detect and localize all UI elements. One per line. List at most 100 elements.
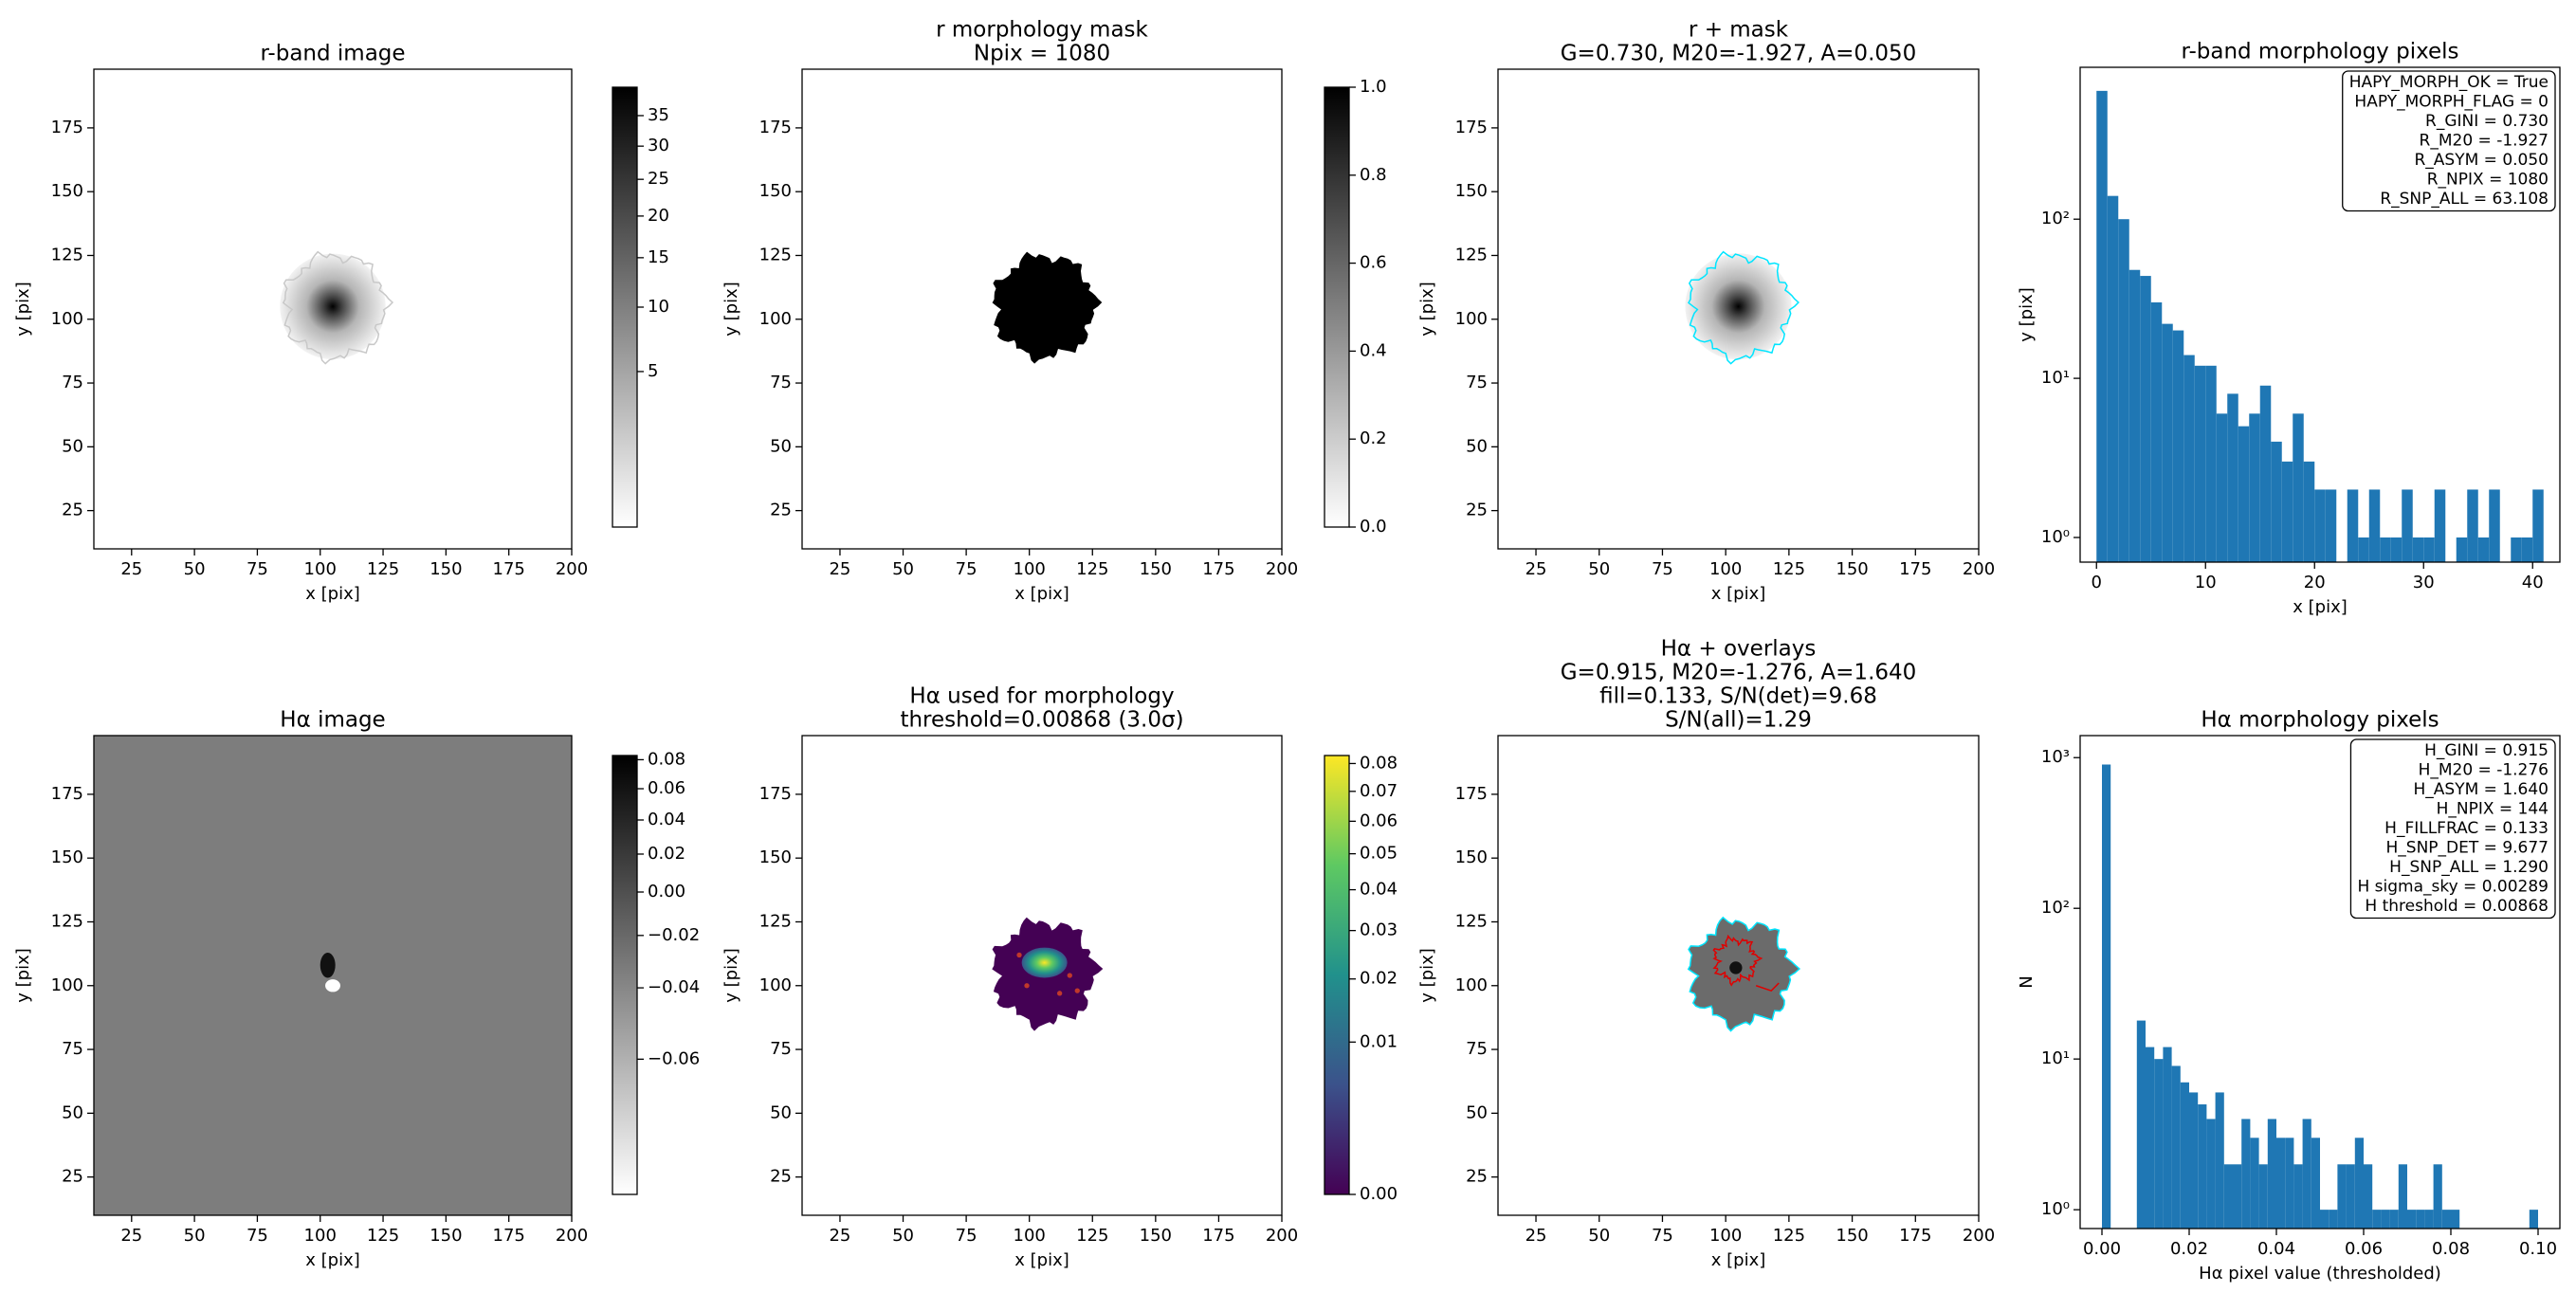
histogram-bar: [2303, 461, 2315, 562]
axes-frame: [801, 68, 1283, 550]
x-tick-label: 50: [892, 1226, 914, 1246]
x-axis-label: x [pix]: [2293, 597, 2348, 617]
y-tick-label: 50: [770, 436, 792, 456]
x-axis-label: x [pix]: [1014, 584, 1069, 604]
annotation-line: HAPY_MORPH_OK = True: [2349, 73, 2549, 92]
x-tick-label: 75: [1652, 559, 1673, 579]
annotation-line: H_SNP_DET = 9.677: [2386, 839, 2549, 858]
x-tick-label: 150: [1140, 1226, 1172, 1246]
x-tick-label: 0.04: [2257, 1239, 2295, 1259]
axes-frame: [801, 735, 1283, 1216]
colorbar-tick-label: 10: [648, 297, 669, 317]
colorbar-tick-label: 0.0: [1360, 517, 1387, 537]
histogram-bar: [2402, 489, 2413, 562]
histogram-bar: [2183, 355, 2195, 562]
histogram-bar: [2154, 1059, 2164, 1229]
panel: 25 50 75 100 125 150 175 200 25 50 75 100 125 150 175 x…: [1417, 18, 1995, 605]
plot-area: [1685, 250, 1800, 365]
panel-title: Hα used for morphology: [909, 684, 1174, 709]
plot-area: [992, 251, 1103, 364]
x-tick-label: 75: [1652, 1226, 1673, 1246]
y-tick-label: 25: [62, 501, 83, 520]
halpha-emission: [1021, 947, 1068, 978]
y-tick-label: 75: [770, 1039, 792, 1059]
y-tick-label: 150: [759, 847, 792, 867]
halpha-speck: [1016, 952, 1022, 958]
panel-title: Hα + overlays: [1661, 637, 1817, 662]
histogram-bar: [2180, 1082, 2189, 1229]
colorbar-tick-label: 25: [648, 169, 669, 189]
y-tick-label: 10³: [2041, 747, 2070, 767]
y-tick-label: 125: [1455, 245, 1488, 264]
axes-frame: [2079, 66, 2561, 563]
histogram-bar: [2358, 537, 2369, 562]
colorbar: [612, 86, 638, 528]
histogram-bar: [2433, 1164, 2442, 1229]
y-axis-label: y [pix]: [13, 282, 33, 337]
x-tick-label: 125: [1773, 559, 1805, 579]
histogram-bar: [2390, 537, 2402, 562]
x-tick-label: 200: [1266, 1226, 1298, 1246]
colorbar-tick-label: 5: [648, 361, 658, 381]
x-tick-label: 125: [1773, 1226, 1805, 1246]
histogram-bar: [2293, 413, 2304, 562]
panel: 0.00 0.02 0.04 0.06 0.08 0.10 10⁰ 10¹ 10² 10³ Hα p…: [2017, 708, 2561, 1284]
histogram-bar: [2477, 537, 2490, 562]
x-tick-label: 150: [1836, 1226, 1868, 1246]
histogram-bar: [2302, 1119, 2311, 1229]
x-tick-label: 40: [2522, 573, 2544, 592]
panel-title: r-band image: [260, 42, 405, 66]
panel-title: r-band morphology pixels: [2181, 40, 2458, 64]
histogram-bar: [2215, 1092, 2224, 1229]
panel-title: fill=0.133, S/N(det)=9.68: [1599, 684, 1877, 709]
panel-title: G=0.915, M20=-1.276, A=1.640: [1561, 661, 1917, 685]
y-tick-label: 100: [51, 975, 83, 995]
x-tick-label: 50: [892, 559, 914, 579]
x-axis-label: x [pix]: [1014, 1250, 1069, 1270]
histogram-bar: [2146, 1047, 2155, 1229]
panel-title: Npix = 1080: [974, 42, 1110, 66]
panel: 25 50 75 100 125 150 175 200 25 50 75 100 125 150 175 x…: [13, 42, 669, 605]
x-axis-label: Hα pixel value (thresholded): [2199, 1264, 2441, 1284]
histogram-bar: [2364, 1164, 2373, 1229]
x-tick-label: 100: [1709, 1226, 1742, 1246]
panel: 25 50 75 100 125 150 175 200 25 50 75 100 125 150 175 x…: [722, 18, 1387, 605]
annotation-line: H_SNP_ALL = 1.290: [2389, 858, 2549, 877]
mask-image: [992, 251, 1103, 364]
histogram-bar: [2249, 413, 2260, 562]
histogram-bar: [2172, 330, 2184, 562]
y-axis-label: y [pix]: [13, 948, 33, 1003]
detection-contour: [1755, 982, 1780, 993]
x-tick-label: 150: [429, 1226, 462, 1246]
histogram-bar: [2140, 276, 2151, 562]
x-tick-label: 50: [1588, 1226, 1610, 1246]
histogram-bar: [2368, 489, 2381, 562]
annotation-box: [2349, 738, 2556, 920]
x-tick-label: 25: [1526, 559, 1547, 579]
y-tick-label: 150: [51, 847, 83, 867]
colorbar: [1324, 755, 1350, 1195]
histogram-bar: [2521, 537, 2533, 562]
y-tick-label: 100: [759, 309, 792, 329]
galaxy-image: [280, 253, 386, 360]
panel: 0 10 20 30 40 10⁰ 10¹ 10² x [pix] y [pix] r-band m…: [2017, 40, 2561, 617]
annotation-line: H_NPIX = 144: [2437, 800, 2549, 819]
x-axis-label: x [pix]: [305, 584, 360, 604]
annotation-line: R_ASYM = 0.050: [2414, 151, 2549, 170]
plot-area: [2096, 90, 2544, 562]
axes-frame: [93, 68, 573, 550]
y-axis-label: y [pix]: [1417, 948, 1437, 1003]
histogram-bar: [2456, 537, 2468, 562]
histogram-bar: [2451, 1210, 2460, 1229]
x-tick-label: 200: [1266, 559, 1298, 579]
y-tick-label: 175: [1455, 118, 1488, 137]
colorbar-tick-label: 35: [648, 105, 669, 125]
histogram-bar: [2325, 489, 2337, 562]
y-tick-label: 100: [759, 975, 792, 995]
histogram-bar: [2241, 1119, 2251, 1229]
x-tick-label: 175: [1899, 559, 1931, 579]
histogram-bar: [2424, 1210, 2434, 1229]
colorbar-tick-label: 0.02: [1360, 969, 1398, 989]
histogram-bar: [2532, 489, 2544, 562]
colorbar-tick-label: 30: [648, 136, 669, 155]
